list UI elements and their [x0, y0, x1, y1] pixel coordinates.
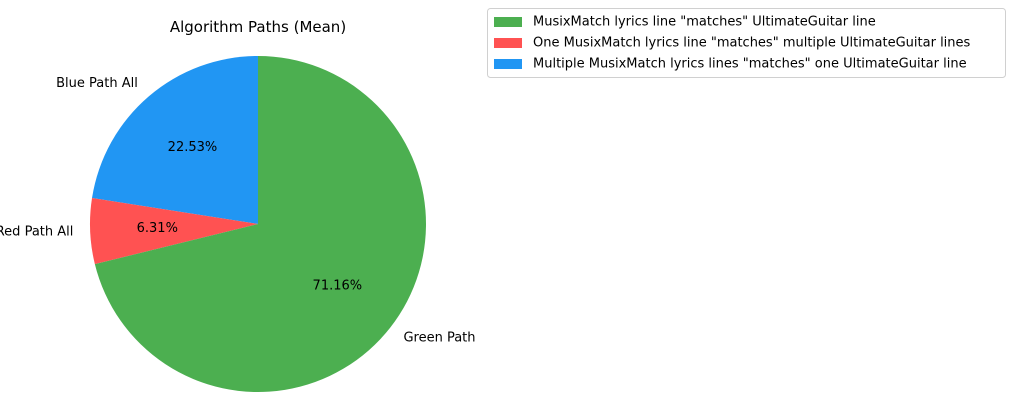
pie-pct-label: 6.31%	[137, 221, 178, 236]
pie-pct-label: 71.16%	[313, 279, 363, 294]
legend-label: One MusixMatch lyrics line "matches" mul…	[533, 36, 971, 51]
pie-category-label: Green Path	[403, 330, 475, 345]
chart-title: Algorithm Paths (Mean)	[170, 18, 346, 36]
legend-swatch	[494, 38, 522, 48]
legend-frame	[487, 8, 1006, 78]
legend: MusixMatch lyrics line "matches" Ultimat…	[487, 8, 1006, 78]
pie-slices	[90, 56, 427, 393]
legend-label: Multiple MusixMatch lyrics lines "matche…	[533, 57, 967, 72]
pie-pct-label: 22.53%	[168, 140, 218, 155]
pie-labels: 22.53% Blue Path All 6.31% Red Path All 71.1…	[0, 76, 476, 345]
legend-swatch	[494, 17, 522, 27]
legend-swatch	[494, 59, 522, 69]
pie-slice-blue-path-all	[92, 56, 259, 224]
legend-label: MusixMatch lyrics line "matches" Ultimat…	[533, 15, 876, 30]
pie-slice-green-path	[94, 56, 427, 393]
pie-category-label: Blue Path All	[56, 76, 138, 91]
pie-slice-red-path-all	[90, 198, 258, 265]
pie-category-label: Red Path All	[0, 224, 73, 239]
